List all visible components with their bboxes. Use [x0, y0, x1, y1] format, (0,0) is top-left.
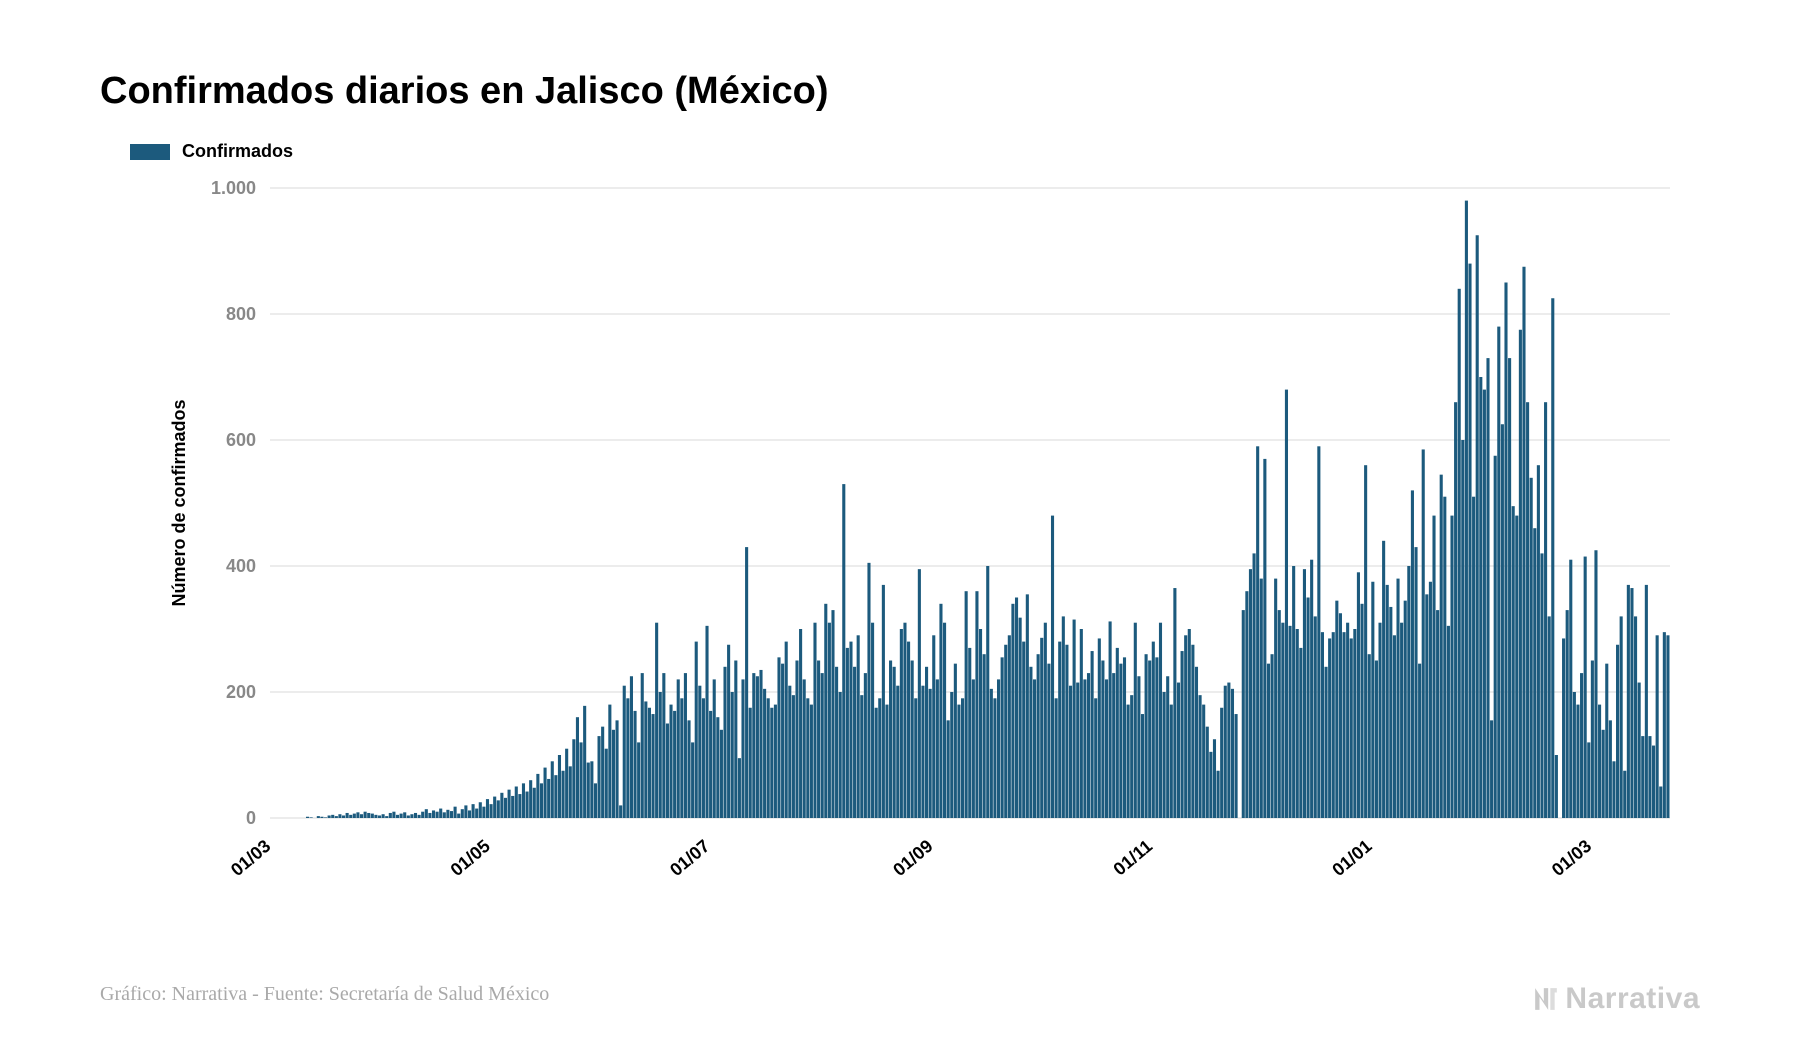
- svg-text:400: 400: [226, 556, 256, 576]
- svg-text:0: 0: [246, 808, 256, 828]
- brand-logo-icon: [1533, 986, 1559, 1012]
- legend-swatch: [130, 144, 170, 160]
- legend-label: Confirmados: [182, 141, 293, 162]
- svg-text:01/07: 01/07: [666, 836, 713, 880]
- brand-watermark: Narrativa: [1533, 982, 1700, 1016]
- chart-title: Confirmados diarios en Jalisco (México): [100, 70, 1700, 113]
- svg-text:600: 600: [226, 430, 256, 450]
- svg-text:200: 200: [226, 682, 256, 702]
- bar-chart: 0 200 400 600 800 1.000 Número de confirmados 0…: [100, 168, 1700, 908]
- svg-text:01/11: 01/11: [1110, 836, 1157, 880]
- source-caption: Gráfico: Narrativa - Fuente: Secretaría …: [100, 983, 549, 1006]
- svg-text:01/01: 01/01: [1328, 836, 1375, 880]
- svg-text:Número de confirmados: Número de confirmados: [169, 399, 189, 606]
- svg-text:01/03: 01/03: [1548, 836, 1595, 880]
- svg-text:1.000: 1.000: [211, 178, 256, 198]
- svg-text:800: 800: [226, 304, 256, 324]
- svg-text:01/03: 01/03: [227, 836, 274, 880]
- brand-text: Narrativa: [1565, 982, 1700, 1016]
- svg-text:01/05: 01/05: [447, 836, 494, 880]
- legend: Confirmados: [130, 141, 1700, 162]
- svg-text:01/09: 01/09: [889, 836, 936, 880]
